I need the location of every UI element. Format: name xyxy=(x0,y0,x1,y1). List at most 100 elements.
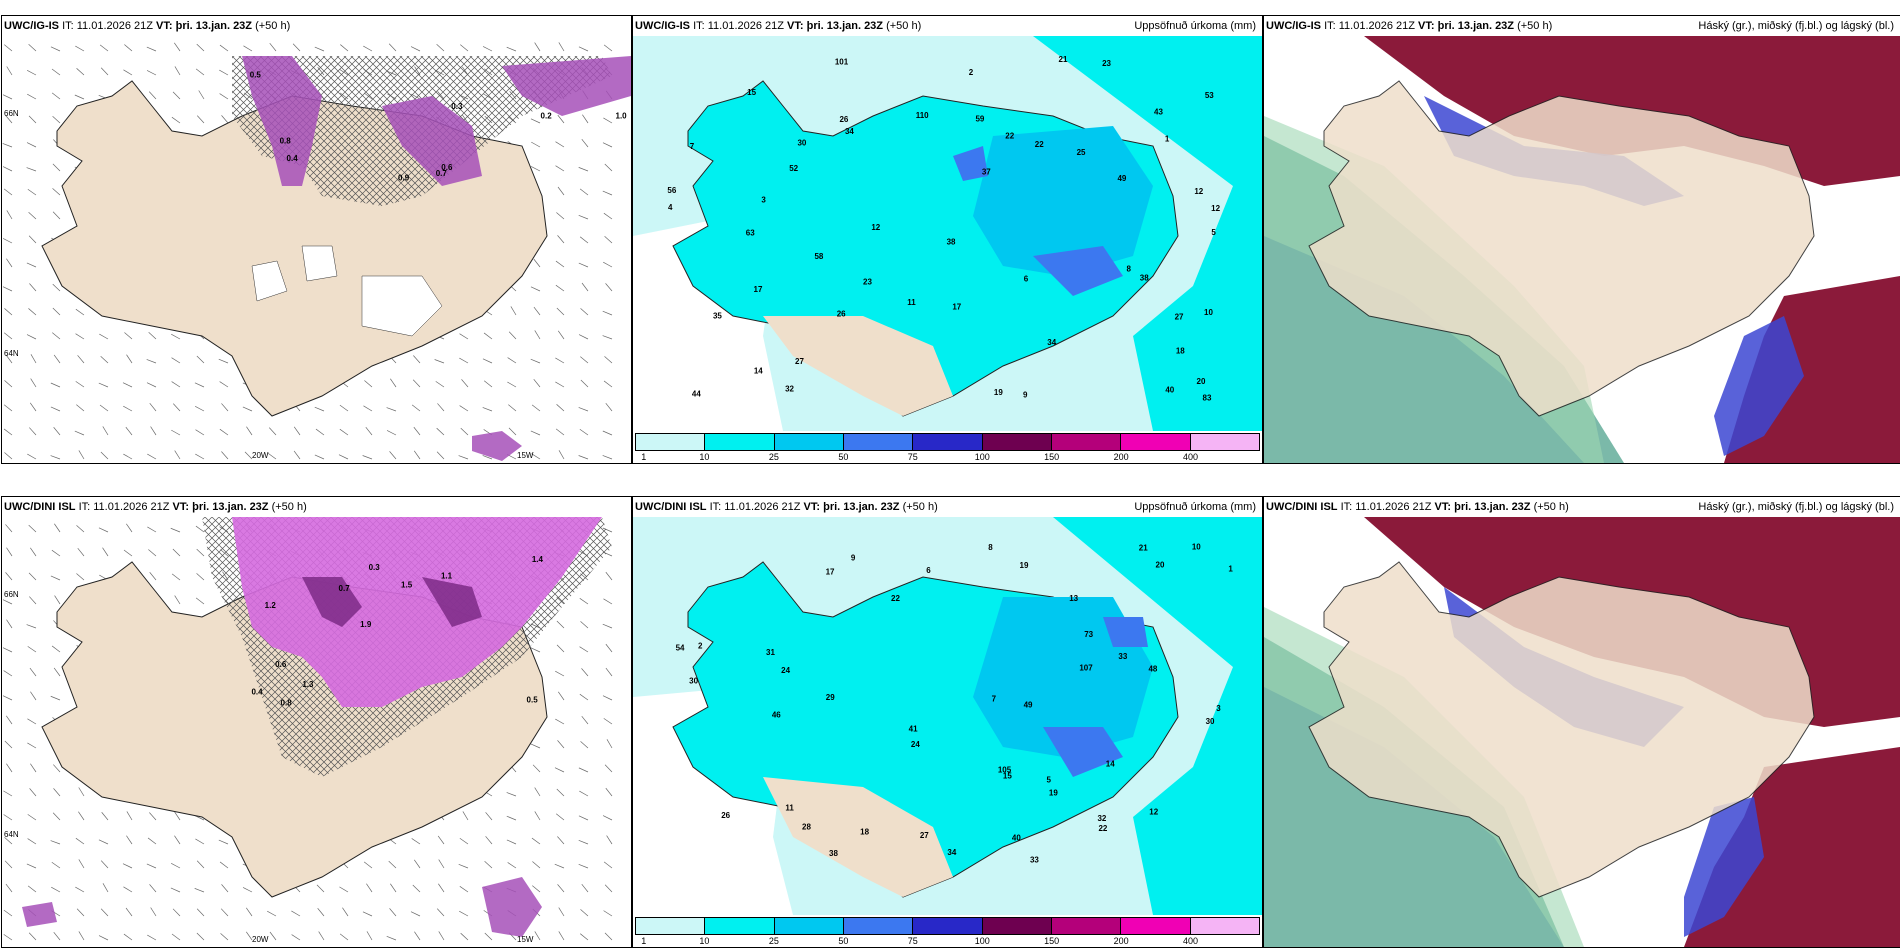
wind-barb xyxy=(4,837,13,845)
value-label: 8 xyxy=(1126,265,1131,274)
wind-barb xyxy=(363,861,373,869)
colorbar-swatch xyxy=(982,918,1052,934)
wind-barb xyxy=(579,693,589,701)
value-label: 20 xyxy=(1197,377,1206,386)
wind-barb xyxy=(508,331,517,340)
wind-barb xyxy=(2,286,13,292)
wind-barb xyxy=(530,430,541,436)
wind-barb xyxy=(269,931,277,941)
wind-barb xyxy=(366,883,373,893)
colorbar-label: 150 xyxy=(1044,452,1060,462)
icing-area xyxy=(232,517,602,707)
colorbar-swatch xyxy=(1190,434,1259,450)
wind-barb xyxy=(557,114,565,124)
wind-barb xyxy=(27,718,37,725)
wind-barb xyxy=(5,354,13,364)
value-label: 31 xyxy=(766,648,775,657)
colorbar-label: 1 xyxy=(641,936,647,946)
colorbar-label: 400 xyxy=(1183,936,1199,946)
wind-barb xyxy=(458,864,469,869)
wind-barb xyxy=(411,838,421,845)
value-label: 105 xyxy=(998,766,1012,775)
map-area: 0.5 1.2 1.4 1.9 1.1 0.8 0.3 1.5 0.6 0.7 0.4 1.3 20W… xyxy=(2,517,631,947)
wind-barb xyxy=(174,811,181,821)
value-label: 41 xyxy=(909,725,918,734)
wind-barb xyxy=(506,815,517,821)
value-label: 24 xyxy=(781,666,790,675)
wind-barb xyxy=(174,450,181,460)
wind-barb xyxy=(558,907,565,917)
colorbar-label: 25 xyxy=(768,452,779,462)
wind-barb xyxy=(578,262,589,268)
wind-barb xyxy=(26,142,37,148)
wind-barb xyxy=(604,932,613,941)
wind-barb xyxy=(146,863,157,869)
value-label: 12 xyxy=(871,223,880,232)
colorbar-label: 75 xyxy=(907,452,918,462)
wind-barb xyxy=(580,356,589,364)
wind-barb xyxy=(578,334,589,340)
wind-barb xyxy=(53,427,61,436)
wind-barb xyxy=(602,142,613,148)
wind-barb xyxy=(314,406,325,412)
value-label: 23 xyxy=(1102,59,1111,68)
wind-barb xyxy=(483,332,493,340)
wind-barb xyxy=(458,455,469,460)
wind-barb xyxy=(52,163,61,172)
value-label: 83 xyxy=(1203,393,1212,402)
colorbar-label: 50 xyxy=(838,936,849,946)
wind-barb xyxy=(578,46,589,52)
wind-barb xyxy=(53,931,61,941)
wind-barb xyxy=(30,763,37,773)
colorbar-swatch xyxy=(1051,918,1122,934)
wind-barb xyxy=(602,310,613,316)
valid-time: VT: þri. 13.jan. 23Z xyxy=(1434,501,1531,513)
wind-barb xyxy=(242,887,253,893)
value-label: 7 xyxy=(690,142,695,151)
value-label: 11 xyxy=(907,298,916,307)
wind-barb xyxy=(4,44,13,52)
value-label: 54 xyxy=(676,644,685,653)
lead-time: (+50 h) xyxy=(902,501,938,513)
wind-barb xyxy=(26,624,37,629)
wind-barb xyxy=(29,667,37,677)
wind-barb xyxy=(413,355,421,364)
wind-barb xyxy=(291,910,301,917)
wind-barb xyxy=(196,548,205,557)
wind-barb xyxy=(555,718,565,725)
wind-barb xyxy=(50,575,61,581)
value-label: 0.4 xyxy=(287,154,299,163)
wind-barb xyxy=(581,715,589,725)
wind-barb xyxy=(579,428,589,436)
wind-barb xyxy=(30,691,37,701)
value-label: 12 xyxy=(1194,187,1203,196)
wind-barb xyxy=(578,215,589,220)
colorbar-label: 200 xyxy=(1113,936,1129,946)
wind-barb xyxy=(75,886,85,893)
wind-barb xyxy=(533,258,541,268)
wind-barb xyxy=(51,549,61,557)
init-time: IT: 11.01.2026 21Z xyxy=(1340,501,1432,513)
value-label: 2 xyxy=(969,68,974,77)
wind-barb xyxy=(195,453,205,460)
wind-barb xyxy=(602,455,613,460)
icing-values: 0.5 1.2 1.4 1.9 1.1 0.8 0.3 1.5 0.6 0.7 0.4 1.3 xyxy=(251,555,543,707)
wind-barb xyxy=(556,212,565,220)
wind-barb xyxy=(436,427,445,436)
wind-barb xyxy=(76,404,85,412)
wind-barb xyxy=(100,908,109,917)
wind-barb xyxy=(76,908,85,917)
wind-barb xyxy=(149,402,157,412)
value-label: 34 xyxy=(845,127,854,136)
wind-barb xyxy=(54,523,61,533)
wind-barb xyxy=(482,46,493,52)
value-label: 0.8 xyxy=(281,698,293,707)
wind-barb xyxy=(557,836,565,845)
colorbar-swatch xyxy=(705,918,775,934)
wind-barb xyxy=(100,67,109,76)
value-label: 107 xyxy=(1079,664,1093,673)
wind-barb xyxy=(604,884,613,893)
init-time: IT: 11.01.2026 21Z xyxy=(78,501,170,513)
wind-barb xyxy=(604,356,613,364)
icing-values: 0.9 0.6 0.3 0.5 1.0 0.4 0.7 0.8 0.2 xyxy=(250,71,627,183)
